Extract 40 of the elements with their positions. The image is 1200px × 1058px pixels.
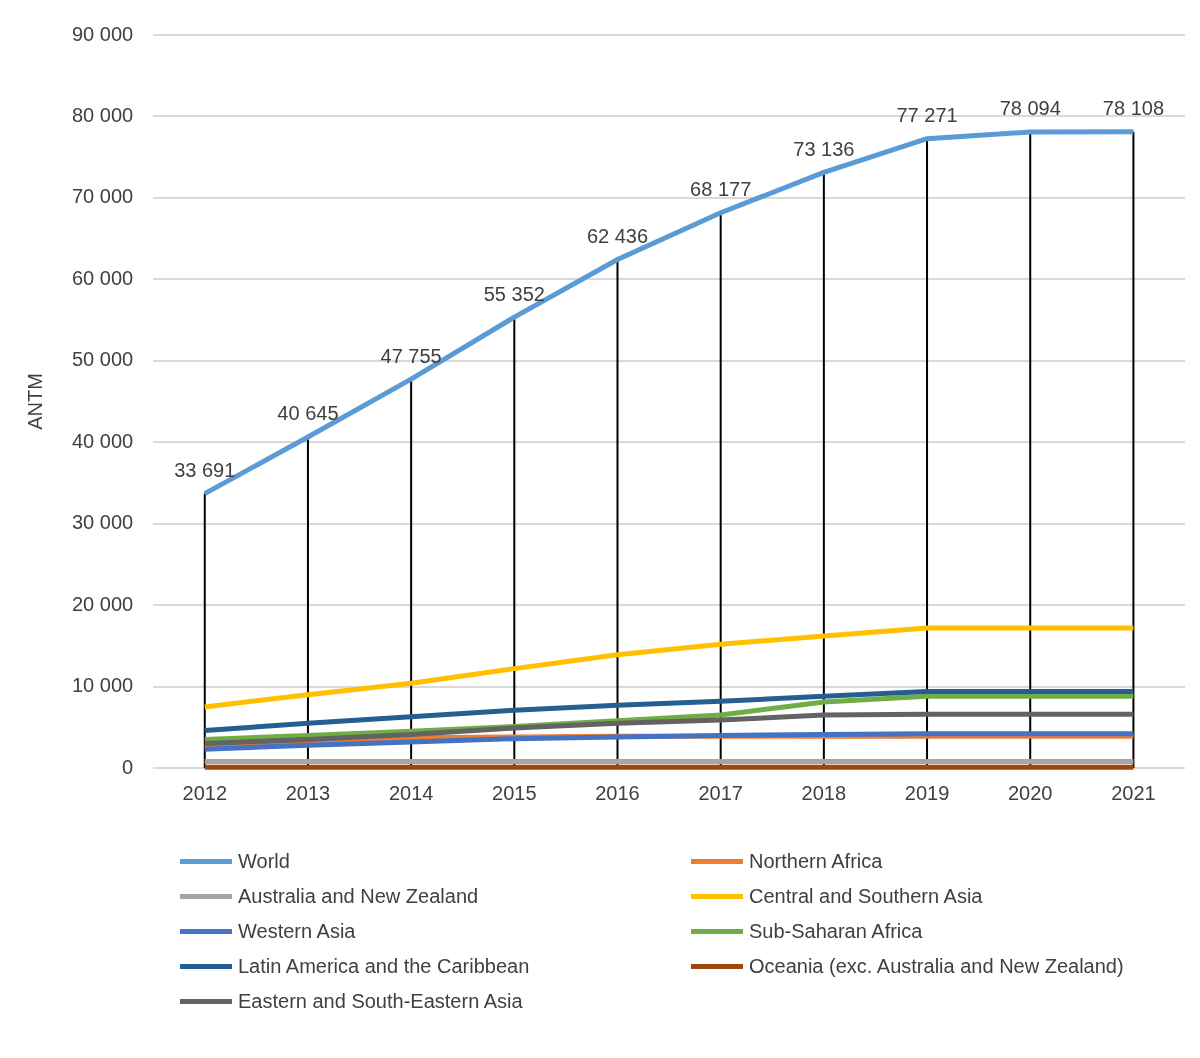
legend-label: Sub-Saharan Africa [749,920,923,943]
x-tick-label: 2017 [698,781,743,804]
x-tick-label: 2013 [285,781,331,804]
legend-label: Latin America and the Caribbean [238,955,530,978]
legend-label: Northern Africa [749,850,883,873]
data-label: 40 645 [277,402,339,425]
data-label: 77 271 [896,104,958,127]
legend-label: Eastern and South-Eastern Asia [238,990,523,1013]
data-label: 68 177 [690,178,752,201]
x-tick-label: 2016 [595,781,640,804]
data-label: 73 136 [793,137,855,160]
x-tick-label: 2015 [492,781,537,804]
x-tick-label: 2020 [1007,781,1053,804]
x-tick-label: 2014 [388,781,434,804]
y-tick-label: 0 [122,755,134,778]
y-tick-label: 90 000 [72,22,134,45]
y-tick-label: 30 000 [72,511,134,534]
y-tick-label: 60 000 [72,266,134,289]
legend-label: World [238,850,290,873]
legend-label: Central and Southern Asia [749,885,983,908]
y-tick-label: 10 000 [72,674,134,697]
y-tick-label: 80 000 [72,103,134,126]
data-label: 78 108 [1102,97,1164,120]
legend-label: Western Asia [238,920,356,943]
y-tick-label: 40 000 [72,429,134,452]
legend-label: Australia and New Zealand [238,885,479,908]
y-tick-label: 20 000 [72,592,134,615]
x-tick-label: 2018 [801,781,847,804]
y-axis-title: ANTM [23,373,46,430]
legend-label: Oceania (exc. Australia and New Zealand) [749,955,1124,978]
x-tick-label: 2021 [1111,781,1156,804]
data-label: 78 094 [999,97,1061,120]
x-tick-label: 2019 [904,781,950,804]
data-label: 47 755 [380,344,442,367]
y-tick-label: 70 000 [72,185,134,208]
data-label: 33 691 [174,459,236,482]
data-label: 62 436 [586,225,649,248]
data-label: 55 352 [483,282,545,305]
y-tick-label: 50 000 [72,348,134,371]
x-tick-label: 2012 [182,781,228,804]
